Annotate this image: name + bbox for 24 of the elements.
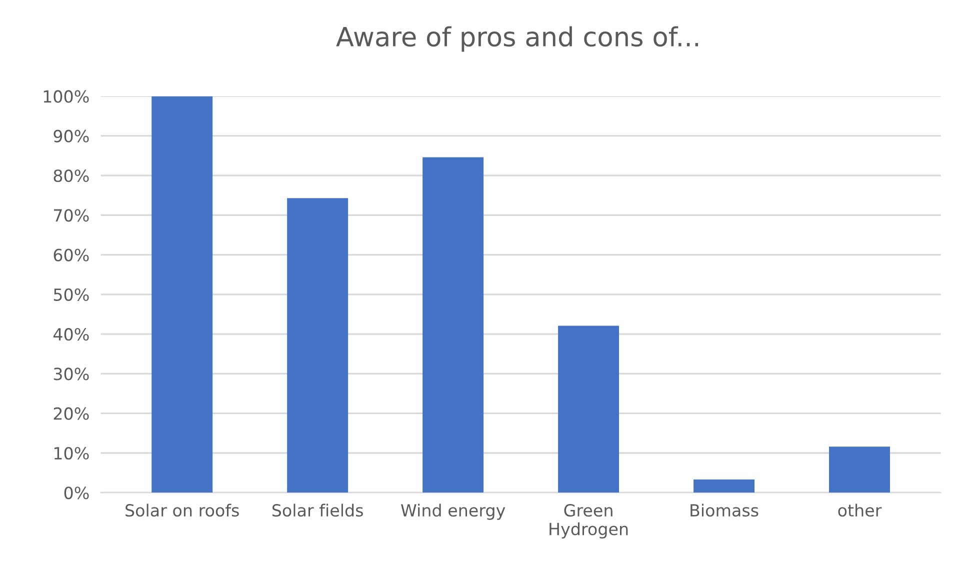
x-tick-label: Solar on roofs [126, 504, 239, 517]
x-tick-label: other [838, 504, 882, 517]
bar [422, 157, 484, 493]
x-tick-label: Biomass [690, 504, 758, 517]
y-tick-label: 90% [54, 130, 89, 142]
bar [829, 446, 890, 493]
y-tick-label: 80% [54, 169, 89, 182]
y-tick-label: 40% [53, 328, 89, 341]
y-tick-label: 60% [54, 248, 89, 262]
y-tick-label: 100% [44, 90, 89, 103]
x-tick-label: Solar fields [272, 504, 363, 517]
y-tick-label: 20% [54, 407, 89, 420]
bar [558, 326, 620, 493]
bar [694, 480, 755, 493]
chart-title: Aware of pros and cons of... [336, 26, 698, 52]
y-tick-label: 50% [54, 288, 89, 301]
bar [152, 96, 213, 493]
x-tick-label: Wind energy [400, 504, 506, 520]
y-tick-label: 0% [64, 486, 89, 500]
y-tick-label: 30% [54, 368, 89, 380]
y-tick-label: 70% [54, 209, 89, 222]
x-tick-label: Green Hydrogen [550, 504, 628, 539]
y-tick-label: 10% [54, 446, 89, 460]
bar [287, 198, 348, 493]
